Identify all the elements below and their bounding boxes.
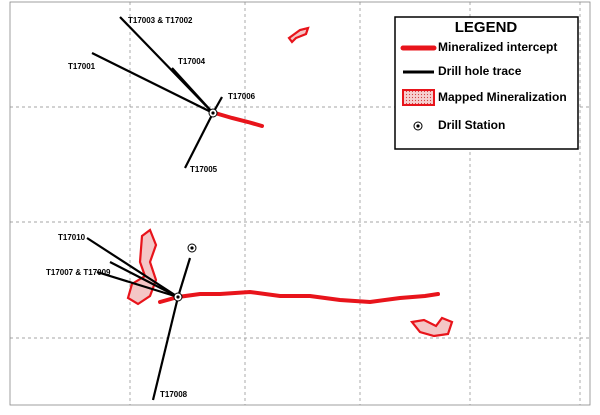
drill-hole-traces-part: [109, 261, 179, 298]
drill-stations: [173, 108, 218, 302]
hole-label: T17001: [68, 62, 96, 71]
legend-item: Drill hole trace: [438, 64, 522, 78]
hole-label: T17004: [178, 57, 206, 66]
drill-hole-labels: T17003 & T17002 T17004 T17001 T17006 T17…: [46, 16, 256, 399]
legend-part: [416, 124, 420, 128]
mapped-mineralization-part: [409, 316, 454, 338]
mineralized-intercepts-part: [213, 111, 264, 128]
hole-label: T17007 & T17009: [46, 268, 111, 277]
drill-hole-traces-part: [86, 237, 179, 298]
drill-hole-traces-part: [176, 257, 192, 298]
hole-label: T17005: [190, 165, 218, 174]
drill-hole-traces-part: [171, 67, 214, 114]
drill-hole-traces-part: [151, 296, 180, 401]
mineralized-intercepts-part: [158, 289, 440, 305]
hole-label: T17006: [228, 92, 256, 101]
drill-hole-traces-part: [96, 270, 179, 299]
mineralized-intercepts: [158, 111, 440, 305]
hole-label: T17003 & T17002: [128, 16, 193, 25]
drill-hole-traces-part: [91, 52, 214, 114]
legend-part: [402, 89, 435, 106]
legend-item: Mineralized intercept: [438, 40, 557, 54]
mapped-mineralization-part: [287, 26, 310, 44]
legend: LEGEND Mineralized intercept Drill hole …: [394, 16, 579, 150]
drill-hole-traces-part: [184, 112, 214, 169]
hole-label: T17008: [160, 390, 188, 399]
drill-stations-part: [211, 111, 215, 115]
drill-hole-traces: [86, 16, 223, 401]
drill-stations-part: [190, 246, 194, 250]
legend-part: [394, 16, 579, 150]
drill-stations-part: [176, 295, 180, 299]
mapped-mineralization-part: [126, 228, 158, 306]
legend-item: Drill Station: [438, 118, 505, 132]
legend-title: LEGEND: [455, 19, 518, 36]
legend-item: Mapped Mineralization: [438, 90, 567, 104]
hole-label: T17010: [58, 233, 86, 242]
mapped-mineralization: [126, 26, 454, 338]
